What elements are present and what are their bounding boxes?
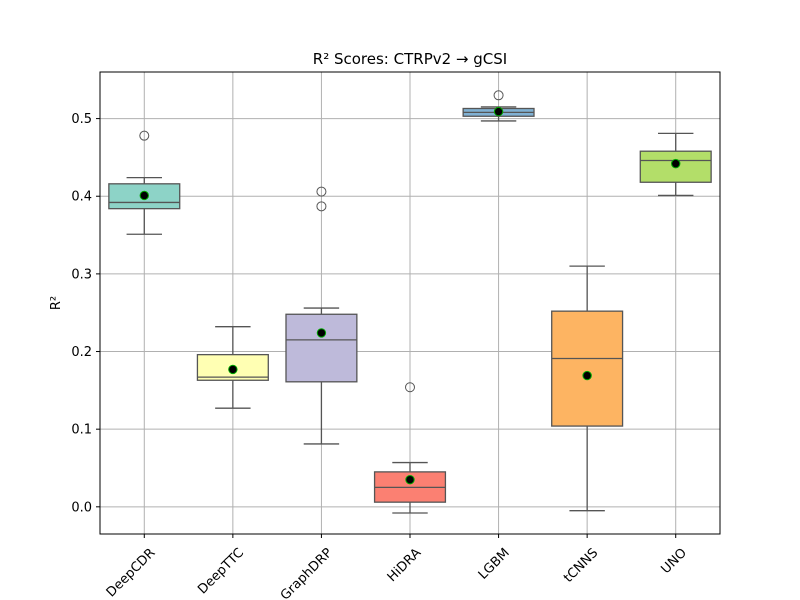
box-deepcdr	[108, 130, 181, 235]
mean-marker	[405, 474, 415, 485]
chart-title: R² Scores: CTRPv2 → gCSI	[313, 50, 507, 68]
mean-marker	[493, 106, 504, 117]
box-deepttc	[196, 326, 269, 409]
y-tick-label: 0.5	[71, 112, 92, 127]
x-tick-label: DeepTTC	[195, 546, 247, 598]
y-tick-label: 0.3	[71, 267, 92, 282]
mean-marker	[316, 328, 327, 338]
y-axis-ticks: 0.0 0.1 0.2 0.3 0.4 0.5	[71, 112, 100, 515]
iqr-box	[551, 310, 624, 427]
outlier-point	[405, 382, 415, 393]
y-tick-label: 0.1	[71, 423, 92, 438]
grid-lines	[100, 72, 720, 534]
iqr-box	[108, 183, 181, 210]
outlier-point	[493, 90, 504, 101]
box-hidra	[373, 382, 447, 514]
box-graphdrp	[285, 186, 358, 445]
box-tcnns	[551, 265, 624, 512]
iqr-box	[285, 313, 358, 383]
box-uno	[639, 132, 712, 197]
x-tick-label: UNO	[658, 546, 689, 577]
outlier-point	[316, 186, 327, 197]
box-lgbm	[462, 90, 535, 122]
boxes-layer	[108, 90, 712, 514]
x-tick-label: tCNNS	[561, 546, 601, 586]
y-tick-label: 0.0	[71, 500, 92, 515]
outlier-point	[139, 130, 150, 141]
mean-marker	[228, 364, 238, 375]
x-axis-ticks: DeepCDR DeepTTC GraphDRP HiDRA LGBM tCNNS UNO	[104, 534, 690, 600]
mean-marker	[582, 370, 592, 381]
y-tick-label: 0.2	[71, 345, 92, 360]
x-tick-label: GraphDRP	[278, 545, 336, 600]
x-tick-label: LGBM	[476, 546, 513, 583]
mean-marker	[671, 158, 681, 169]
x-tick-label: DeepCDR	[104, 546, 159, 600]
y-axis-label: R²	[49, 296, 64, 310]
x-tick-label: HiDRA	[385, 546, 425, 586]
mean-marker	[139, 190, 149, 201]
y-tick-label: 0.4	[71, 190, 92, 205]
outlier-point	[316, 201, 327, 212]
